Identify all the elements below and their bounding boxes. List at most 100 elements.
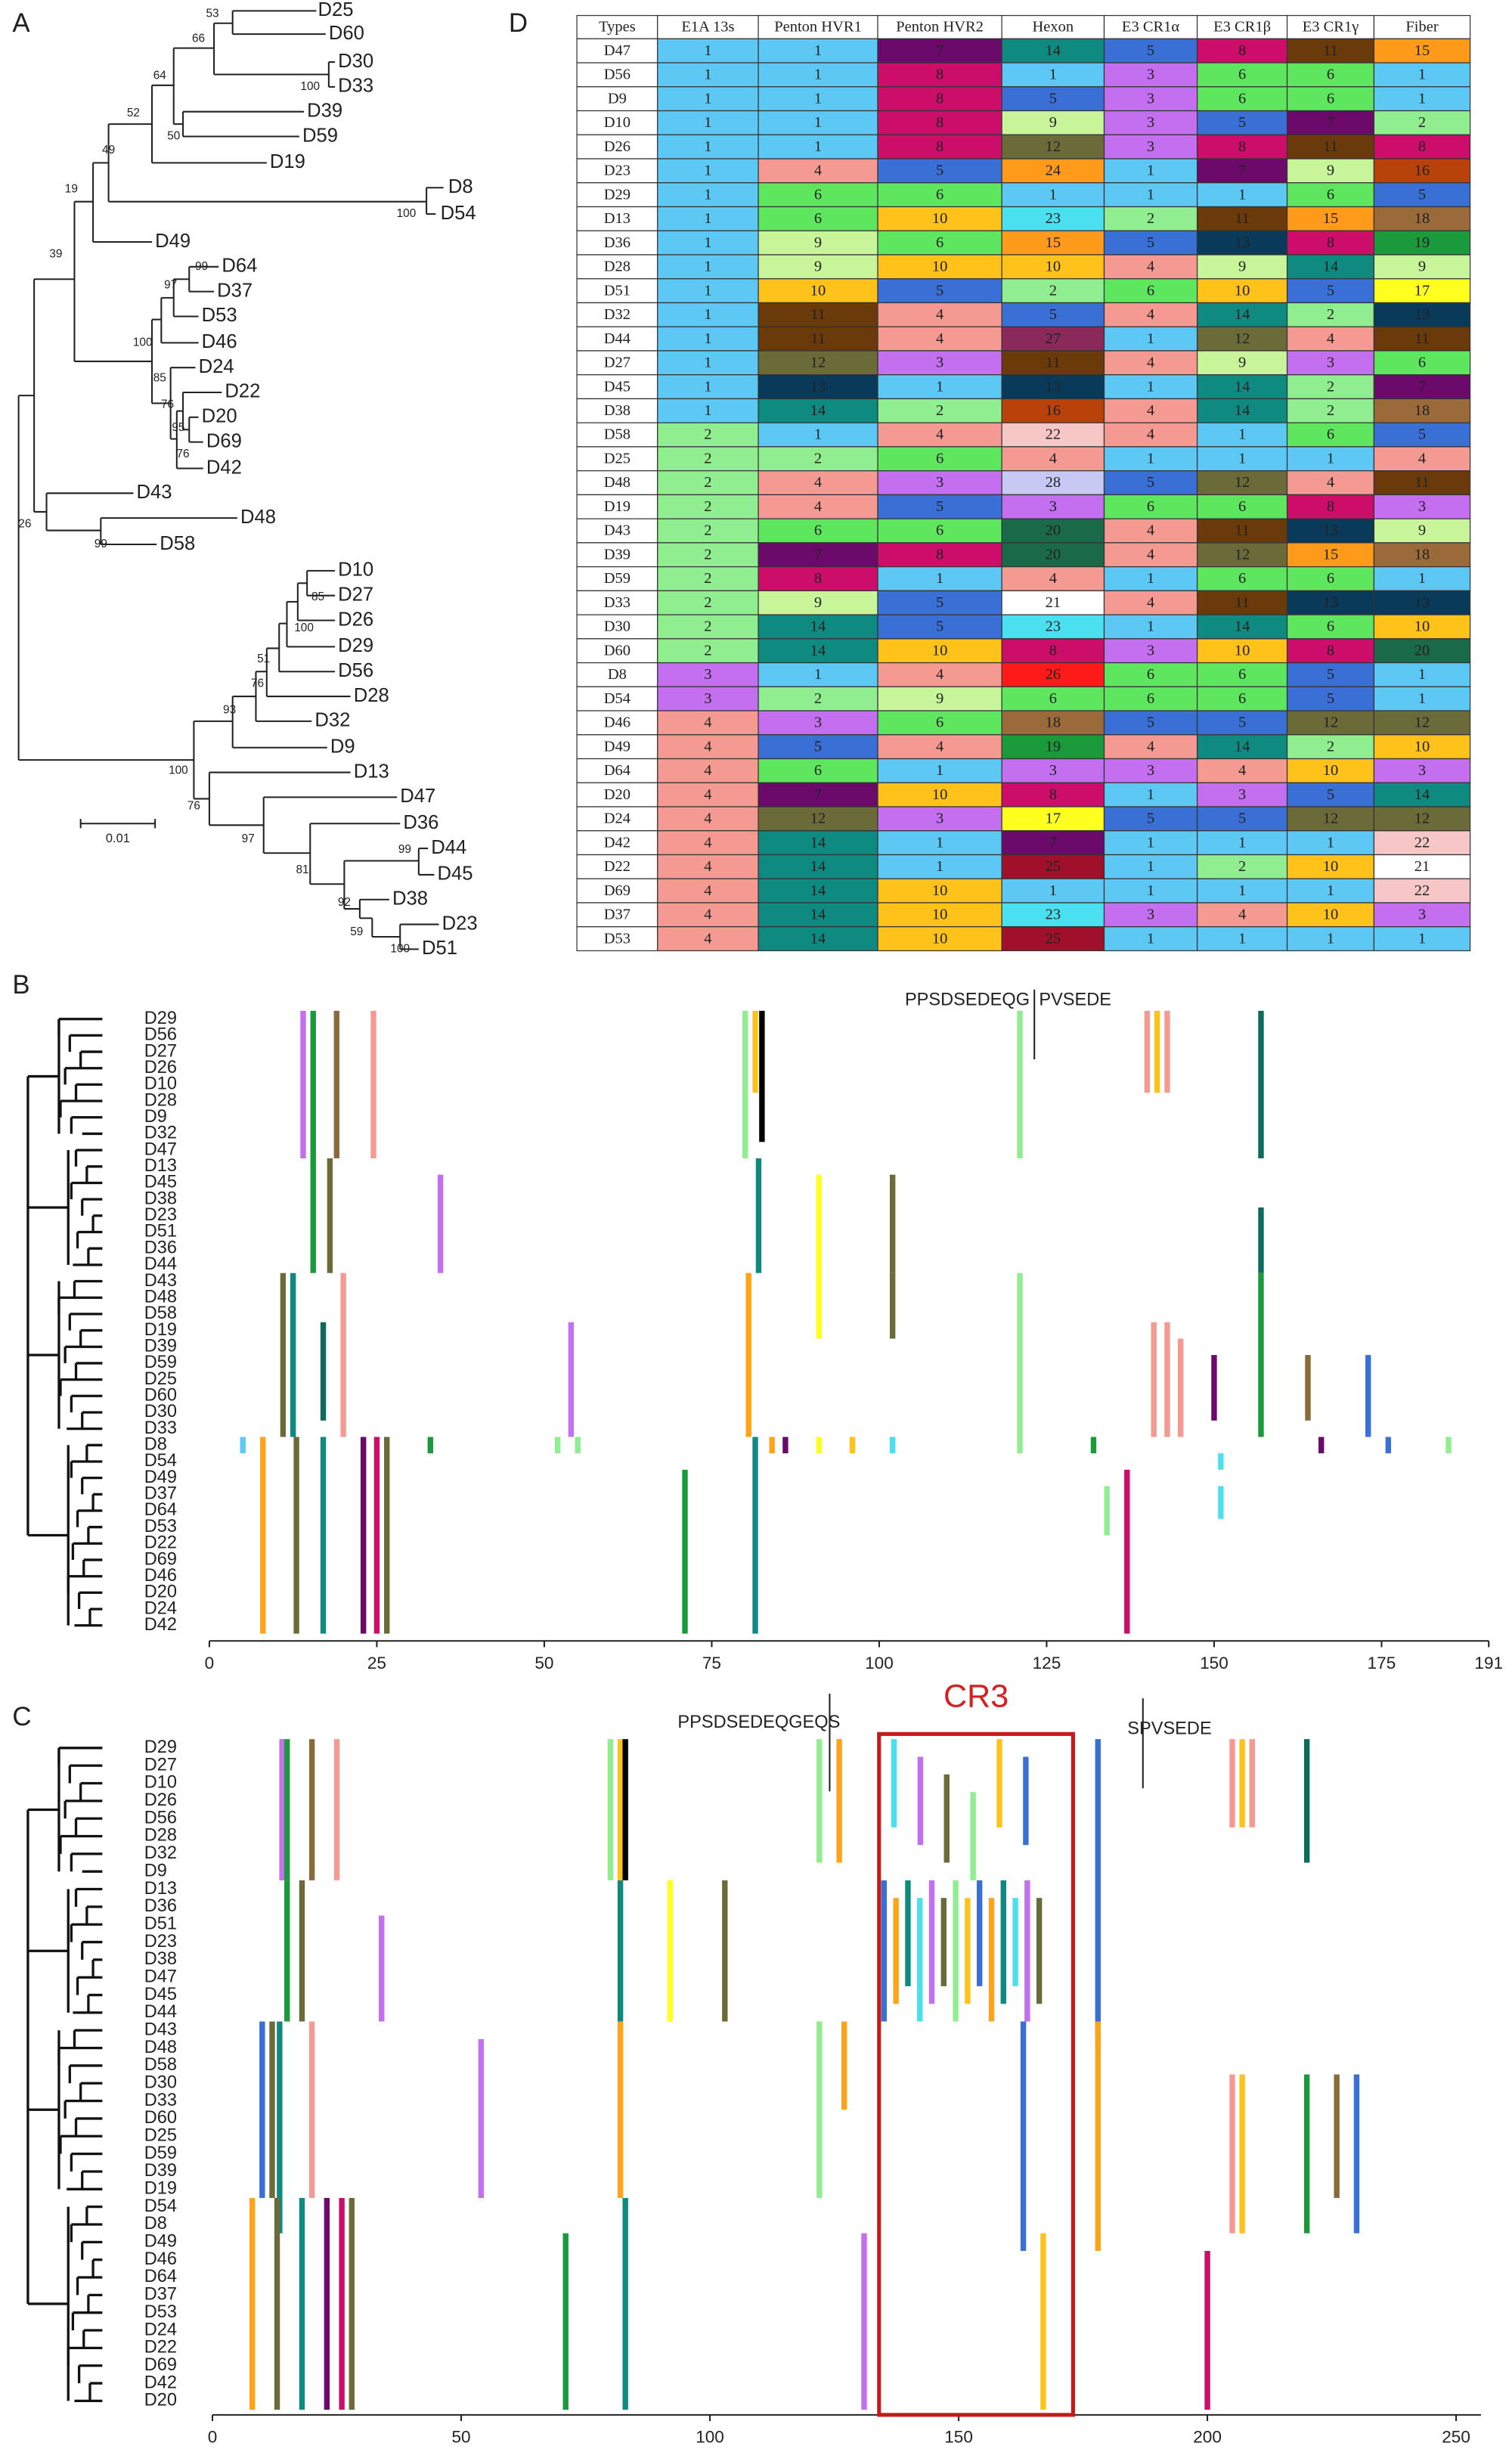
variant-bar	[816, 1273, 822, 1339]
table-cell	[1373, 710, 1471, 736]
cell-value: 3	[1147, 114, 1154, 131]
variant-bar	[940, 1898, 947, 1986]
type-label: D59	[604, 570, 631, 587]
type-label: D9	[608, 90, 627, 107]
row-label: D30	[144, 2072, 177, 2092]
cell-value: 1	[814, 67, 822, 83]
row-label: D20	[144, 1582, 177, 1601]
type-cell	[576, 542, 658, 568]
table-cell	[1373, 614, 1471, 640]
cell-value: 8	[936, 90, 943, 107]
type-label: D24	[604, 811, 631, 827]
cell-value: 7	[814, 786, 822, 803]
row-label: D48	[144, 1286, 177, 1306]
table-cell	[657, 590, 759, 615]
bootstrap-value: 39	[49, 247, 62, 260]
variant-bar	[308, 1739, 315, 1880]
x-tick-label: 50	[451, 2428, 470, 2447]
type-cell	[576, 758, 658, 783]
cell-value: 1	[1418, 570, 1426, 587]
variant-bar	[917, 1756, 924, 1846]
cell-value: 4	[1327, 330, 1334, 347]
cell-value: 2	[704, 546, 711, 563]
row-label: D36	[144, 1896, 177, 1915]
table-cell	[1286, 806, 1375, 832]
leaf-label: D32	[314, 710, 350, 731]
cell-value: 20	[1414, 642, 1430, 659]
row-label: D58	[144, 2054, 177, 2074]
cell-value: 4	[1147, 402, 1154, 419]
table-cell	[1373, 566, 1471, 591]
row-label: D64	[144, 1499, 177, 1519]
cell-value: 2	[1327, 738, 1334, 755]
cell-value: 10	[1235, 642, 1250, 659]
cell-value: 28	[1046, 474, 1061, 491]
cell-value: 12	[1414, 715, 1430, 731]
table-cell	[1373, 902, 1471, 928]
table-cell	[1196, 254, 1288, 280]
row-label: D22	[144, 2337, 177, 2357]
variant-bar	[1000, 1880, 1006, 2004]
cell-value: 6	[1238, 690, 1246, 707]
cell-value: 1	[814, 42, 822, 59]
table-cell	[758, 422, 878, 448]
leaf-label: D58	[160, 533, 195, 554]
type-label: D45	[604, 378, 631, 395]
table-cell	[1196, 494, 1288, 519]
variant-bar	[284, 1880, 290, 2022]
bootstrap-value: 81	[296, 863, 308, 876]
cell-value: 9	[1238, 259, 1246, 275]
table-cell	[877, 446, 1002, 472]
table-cell	[1001, 38, 1105, 64]
cell-value: 13	[1414, 594, 1430, 611]
row-label: D53	[144, 1516, 177, 1536]
table-cell	[1373, 230, 1471, 256]
table-cell	[758, 662, 878, 687]
variant-bar	[1305, 1355, 1311, 1421]
cell-value: 3	[814, 715, 822, 731]
cell-value: 1	[1238, 450, 1246, 467]
cell-value: 14	[810, 402, 826, 419]
variant-bar	[891, 1739, 897, 1827]
cell-value: 6	[1327, 90, 1334, 107]
cell-value: 14	[1235, 402, 1250, 419]
row-label: D23	[144, 1204, 177, 1224]
cell-value: 1	[1147, 450, 1154, 467]
cell-value: 4	[1147, 259, 1154, 275]
table-cell	[1103, 926, 1198, 952]
cell-value: 6	[1147, 498, 1154, 515]
leaf-label: D48	[240, 507, 276, 528]
variant-bar	[1104, 1486, 1110, 1536]
row-label: D8	[144, 1434, 167, 1454]
table-cell	[1286, 110, 1375, 135]
table-cell	[657, 758, 759, 783]
cell-value: 3	[1147, 138, 1154, 155]
row-label: D8	[144, 2213, 167, 2233]
row-label: D9	[144, 1860, 167, 1880]
type-label: D44	[604, 330, 631, 347]
table-cell	[1103, 422, 1198, 448]
x-tick-label: 0	[205, 1654, 215, 1672]
cell-value: 23	[1046, 907, 1061, 923]
type-label: D8	[608, 666, 627, 683]
cell-value: 1	[704, 355, 711, 371]
type-label: D33	[604, 594, 631, 611]
cell-value: 6	[936, 522, 943, 539]
variant-bar	[308, 2021, 315, 2198]
header-cell	[657, 14, 759, 39]
cell-value: 2	[704, 570, 711, 587]
cell-value: 6	[1238, 67, 1246, 83]
table-cell	[657, 614, 759, 640]
cell-value: 4	[1049, 450, 1057, 467]
table-cell	[1196, 566, 1288, 591]
type-label: D39	[604, 546, 631, 563]
table-cell	[1373, 182, 1471, 208]
cell-value: 4	[704, 811, 711, 827]
table-cell	[758, 38, 878, 64]
table-cell	[1001, 230, 1105, 256]
bootstrap-value: 92	[338, 896, 351, 909]
cell-value: 2	[1049, 282, 1057, 299]
type-label: D20	[604, 786, 631, 803]
cell-value: 5	[1327, 282, 1334, 299]
